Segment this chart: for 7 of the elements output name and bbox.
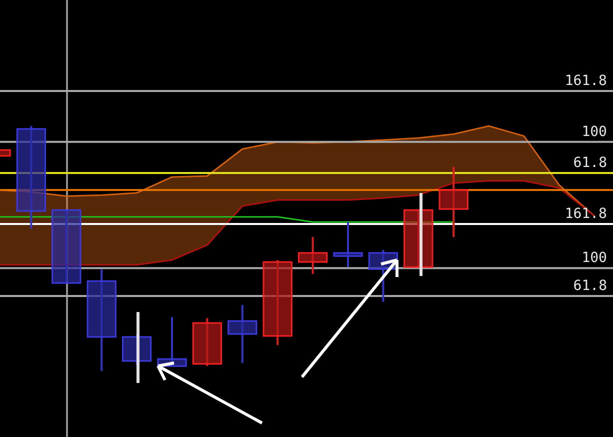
annotation: 61.8: [573, 155, 607, 172]
candlestick: [333, 221, 363, 268]
annotation: 161.8: [564, 72, 607, 89]
annotation: 61.8: [573, 278, 607, 294]
annotation: 100: [582, 124, 607, 140]
annotation: 161.8: [564, 206, 607, 222]
annotation: 100: [582, 250, 607, 266]
